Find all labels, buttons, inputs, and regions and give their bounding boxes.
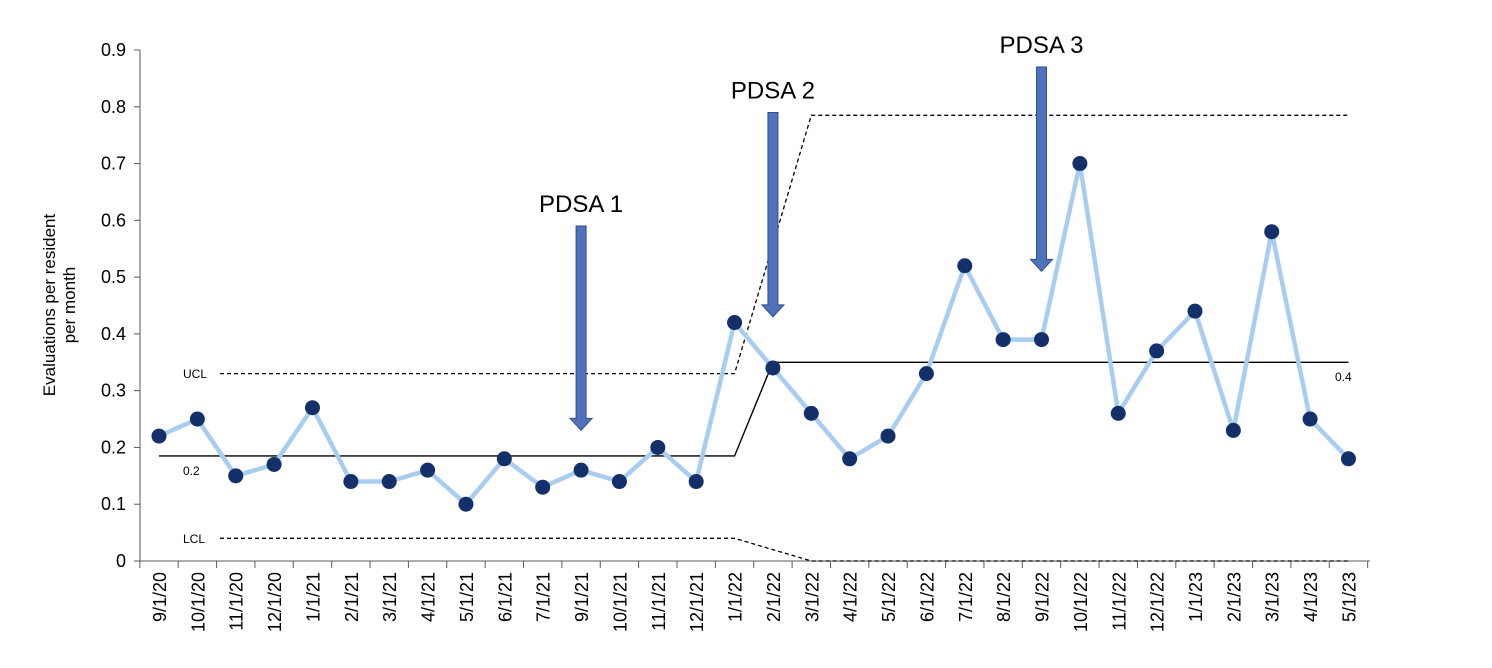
y-tick-label: 0 bbox=[116, 551, 126, 571]
annotation-label: PDSA 1 bbox=[539, 191, 623, 218]
data-point bbox=[1187, 303, 1203, 319]
annotation-arrow bbox=[1029, 66, 1054, 273]
data-point bbox=[918, 366, 934, 382]
data-point bbox=[381, 474, 397, 490]
lcl-label: LCL bbox=[183, 532, 205, 546]
x-tick-label: 5/1/23 bbox=[1339, 572, 1359, 622]
x-tick-label: 12/1/21 bbox=[687, 572, 707, 632]
x-tick-label: 2/1/23 bbox=[1224, 572, 1244, 622]
x-tick-label: 12/1/22 bbox=[1148, 572, 1168, 632]
x-tick-label: 1/1/22 bbox=[726, 572, 746, 622]
data-point bbox=[611, 474, 627, 490]
data-point bbox=[496, 451, 512, 467]
data-point bbox=[151, 428, 167, 444]
x-tick-label: 1/1/23 bbox=[1186, 572, 1206, 622]
annotations: PDSA 1 PDSA 2 PDSA 3 bbox=[539, 32, 1084, 432]
data-point bbox=[420, 462, 436, 478]
data-point bbox=[304, 400, 320, 416]
data-point bbox=[765, 360, 781, 376]
x-tick-label: 4/1/21 bbox=[419, 572, 439, 622]
x-tick-label: 5/1/22 bbox=[879, 572, 899, 622]
control-limit-labels: UCL LCL 0.2 0.4 bbox=[183, 367, 1352, 546]
series-line bbox=[158, 161, 1351, 507]
annotation-arrow bbox=[568, 225, 594, 432]
x-tick-label: 11/1/22 bbox=[1109, 572, 1129, 631]
data-point bbox=[995, 332, 1011, 348]
x-tick-label: 8/1/22 bbox=[994, 572, 1014, 622]
annotation-label: PDSA 2 bbox=[731, 77, 815, 104]
x-tick-label: 6/1/22 bbox=[917, 572, 937, 622]
y-axis-title-line: Evaluations per resident bbox=[40, 214, 59, 397]
data-point bbox=[1340, 451, 1356, 467]
data-point bbox=[1149, 343, 1165, 359]
x-tick-label: 2/1/22 bbox=[764, 572, 784, 622]
data-point bbox=[1110, 405, 1126, 421]
axes: 0 0.1 0.2 0.3 0.4 0.5 0.6 0.7 0.8 0.9 9/1/20 10/1/2… bbox=[101, 40, 1370, 632]
y-tick-label: 0.8 bbox=[101, 97, 126, 117]
x-tick-label: 9/1/21 bbox=[572, 572, 592, 622]
y-axis-title-line: per month bbox=[60, 267, 79, 344]
y-axis-title: Evaluations per resident per month bbox=[40, 214, 79, 397]
data-point bbox=[343, 474, 359, 490]
y-tick-label: 0.7 bbox=[101, 154, 126, 174]
data-point bbox=[1034, 332, 1050, 348]
y-tick-label: 0.2 bbox=[101, 437, 126, 457]
center-label-before: 0.2 bbox=[183, 464, 200, 478]
data-point bbox=[957, 258, 973, 274]
data-point bbox=[650, 439, 666, 455]
y-tick-label: 0.1 bbox=[101, 494, 126, 514]
control-lines bbox=[159, 114, 1349, 562]
ucl-label: UCL bbox=[183, 367, 207, 381]
data-point bbox=[266, 456, 282, 472]
y-tick-label: 0.6 bbox=[101, 210, 126, 230]
y-tick-label: 0.4 bbox=[101, 324, 126, 344]
annotation-arrow bbox=[760, 111, 786, 318]
x-tick-label: 5/1/21 bbox=[457, 572, 477, 622]
x-tick-label: 9/1/22 bbox=[1033, 572, 1053, 622]
x-tick-label: 10/1/21 bbox=[610, 572, 630, 632]
data-point bbox=[1225, 422, 1241, 438]
annotation-label: PDSA 3 bbox=[999, 32, 1083, 59]
data-series bbox=[151, 156, 1356, 512]
y-tick-label: 0.5 bbox=[101, 267, 126, 287]
x-tick-label: 9/1/20 bbox=[150, 572, 170, 622]
x-tick-label: 10/1/22 bbox=[1071, 572, 1091, 632]
x-tick-label: 10/1/20 bbox=[188, 572, 208, 632]
center-label-after: 0.4 bbox=[1335, 370, 1352, 384]
center-line bbox=[159, 361, 1349, 457]
data-point bbox=[1302, 411, 1318, 427]
y-tick-label: 0.9 bbox=[101, 40, 126, 60]
x-tick-label: 2/1/21 bbox=[342, 572, 362, 622]
x-tick-label: 4/1/22 bbox=[841, 572, 861, 622]
data-point bbox=[228, 468, 244, 484]
x-tick-label: 11/1/20 bbox=[227, 572, 247, 631]
x-tick-label: 3/1/22 bbox=[802, 572, 822, 622]
x-tick-label: 11/1/21 bbox=[649, 572, 669, 631]
data-point bbox=[880, 428, 896, 444]
y-tick-label: 0.3 bbox=[101, 381, 126, 401]
x-tick-label: 4/1/23 bbox=[1301, 572, 1321, 622]
data-point bbox=[803, 405, 819, 421]
data-point bbox=[1264, 224, 1280, 240]
data-point bbox=[573, 462, 589, 478]
data-point bbox=[1072, 156, 1088, 172]
data-point bbox=[727, 315, 743, 331]
data-point bbox=[688, 474, 704, 490]
x-tick-label: 3/1/21 bbox=[380, 572, 400, 622]
x-tick-label: 7/1/22 bbox=[956, 572, 976, 622]
x-tick-label: 3/1/23 bbox=[1263, 572, 1283, 622]
x-tick-label: 6/1/21 bbox=[495, 572, 515, 622]
data-point bbox=[535, 479, 551, 495]
data-point bbox=[458, 496, 474, 512]
x-tick-label: 7/1/21 bbox=[534, 572, 554, 622]
x-tick-label: 12/1/20 bbox=[265, 572, 285, 632]
x-tick-label: 1/1/21 bbox=[303, 572, 323, 622]
data-point bbox=[189, 411, 205, 427]
data-point bbox=[842, 451, 858, 467]
ucl-line bbox=[220, 114, 1349, 375]
lcl-line bbox=[220, 537, 1349, 562]
